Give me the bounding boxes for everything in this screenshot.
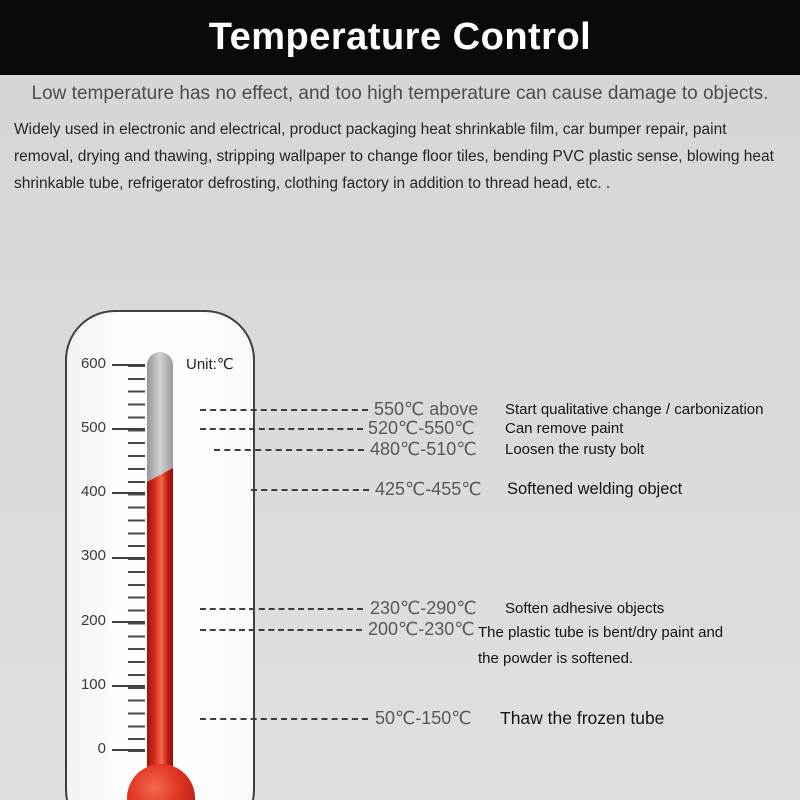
- scale-label-200: 200: [80, 612, 106, 629]
- annotation-range: 425℃-455℃: [375, 479, 482, 499]
- scale-major-tick: [112, 557, 145, 559]
- scale-label-400: 400: [80, 483, 106, 500]
- scale-major-tick: [112, 685, 145, 687]
- scale-major-tick: [112, 428, 145, 430]
- leader-line: [214, 449, 364, 451]
- leader-line: [200, 608, 363, 610]
- annotation-row: 520℃-550℃ Can remove paint: [0, 418, 800, 442]
- page-title: Temperature Control: [208, 16, 592, 58]
- unit-label: Unit:℃: [186, 356, 234, 373]
- scale-major-tick: [112, 621, 145, 623]
- scale-label-100: 100: [80, 676, 106, 693]
- annotation-desc: Loosen the rusty bolt: [505, 441, 645, 458]
- annotation-desc: Start qualitative change / carbonization: [505, 401, 764, 418]
- subtitle: Low temperature has no effect, and too h…: [31, 83, 769, 104]
- leader-line: [200, 409, 368, 411]
- annotation-row: 480℃-510℃ Loosen the rusty bolt: [0, 439, 800, 463]
- annotation-desc: Can remove paint: [505, 420, 624, 437]
- annotation-range: 480℃-510℃: [370, 439, 477, 459]
- annotation-desc: Softened welding object: [507, 480, 683, 498]
- scale-major-tick: [112, 364, 145, 366]
- annotation-range: 200℃-230℃: [368, 619, 475, 639]
- annotation-row: 230℃-290℃ Soften adhesive objects: [0, 598, 800, 622]
- scale-label-0: 0: [97, 740, 106, 757]
- annotation-row: 50℃-150℃ Thaw the frozen tube: [0, 708, 800, 732]
- annotation-desc: The plastic tube is bent/dry paint and t…: [478, 624, 724, 667]
- annotation-row: 200℃-230℃ The plastic tube is bent/dry p…: [0, 619, 800, 667]
- scale-label-300: 300: [80, 547, 106, 564]
- leader-line: [200, 428, 363, 430]
- annotation-row: 425℃-455℃ Softened welding object: [0, 479, 800, 503]
- description: Widely used in electronic and electrical…: [14, 121, 774, 192]
- scale-major-tick: [112, 492, 145, 494]
- scale-major-tick: [112, 749, 145, 751]
- leader-line: [200, 629, 362, 631]
- annotation-row: 550℃ above Start qualitative change / ca…: [0, 399, 800, 423]
- annotation-range: 50℃-150℃: [375, 708, 472, 728]
- annotation-range: 230℃-290℃: [370, 598, 477, 618]
- scale-label-600: 600: [80, 355, 106, 372]
- scale-label-500: 500: [80, 419, 106, 436]
- annotation-range: 550℃ above: [374, 399, 479, 419]
- annotation-desc: Soften adhesive objects: [505, 600, 665, 617]
- leader-line: [200, 718, 368, 720]
- annotation-desc: Thaw the frozen tube: [500, 708, 665, 728]
- header: Temperature Control: [0, 0, 800, 75]
- mercury-column: [147, 468, 173, 800]
- leader-line: [251, 489, 369, 491]
- annotation-range: 520℃-550℃: [368, 418, 475, 438]
